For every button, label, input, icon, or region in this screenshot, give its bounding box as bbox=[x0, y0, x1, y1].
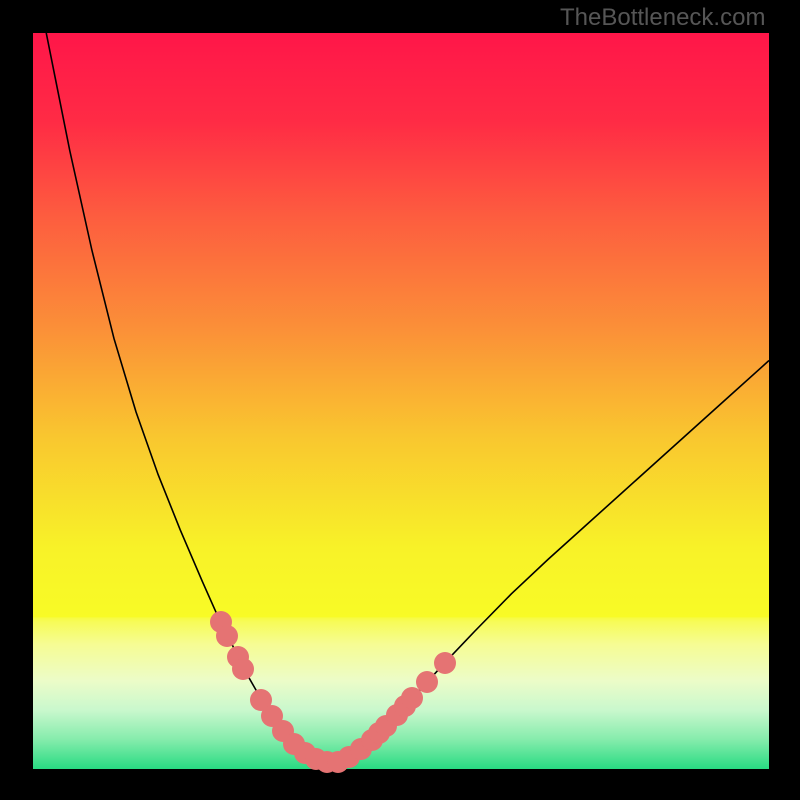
data-marker bbox=[232, 658, 254, 680]
data-marker bbox=[216, 625, 238, 647]
data-marker bbox=[416, 671, 438, 693]
data-marker bbox=[434, 652, 456, 674]
watermark: TheBottleneck.com bbox=[560, 4, 765, 32]
watermark-text: TheBottleneck.com bbox=[560, 4, 765, 31]
markers-layer bbox=[0, 0, 800, 800]
